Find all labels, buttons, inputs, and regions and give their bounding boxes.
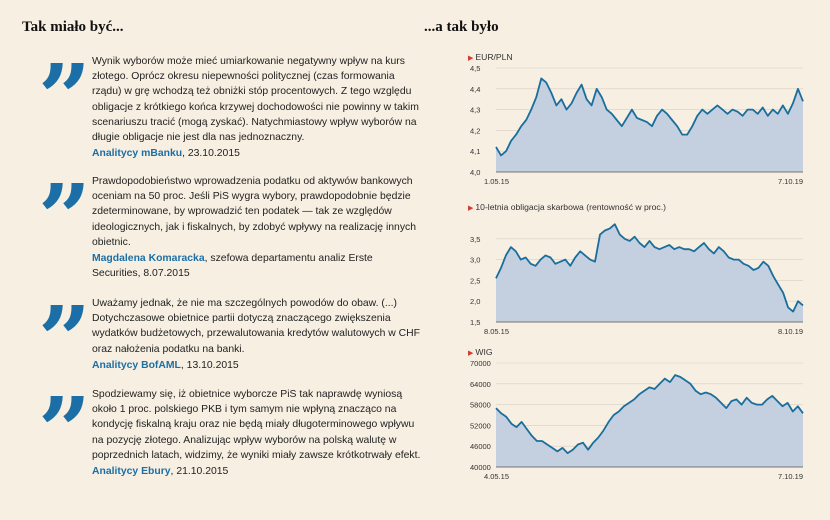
y-tick-label: 52000 <box>470 421 491 430</box>
x-tick-label-end: 7.10.19 <box>778 177 803 186</box>
chart-title: EUR/PLN <box>475 52 513 62</box>
series-line <box>495 374 804 454</box>
y-tick-label: 40000 <box>470 463 491 472</box>
y-tick-label: 4,1 <box>470 147 480 156</box>
quote-mark-icon: ” <box>38 44 91 152</box>
chart-wig: ▶ WIG 70000 64000 58000 52000 46000 40000 4.05.… <box>468 347 806 483</box>
y-tick-label: 3,5 <box>470 235 480 244</box>
quote-author-detail: , 13.10.2015 <box>180 359 239 371</box>
y-tick-label: 46000 <box>470 442 491 451</box>
marker-triangle-icon: ▶ <box>468 205 474 212</box>
y-tick-label: 2,0 <box>470 297 480 306</box>
marker-triangle-icon: ▶ <box>468 350 474 357</box>
quote-author: Analitycy BofAML <box>92 359 181 371</box>
chart-title: 10-letnia obligacja skarbowa (rentowność… <box>475 202 666 212</box>
chart-eurpln: ▶ EUR/PLN 4,5 4,4 4,3 4,2 4,1 4,0 1.05.15 7.10.1… <box>468 52 806 188</box>
chart-bond-yield: ▶ 10-letnia obligacja skarbowa (rentownoś… <box>468 202 806 338</box>
series-line <box>495 77 804 157</box>
chart-svg: 3,5 3,0 2,5 2,0 1,5 8.05.15 8.10.19 <box>470 223 804 336</box>
y-tick-label: 4,5 <box>470 64 480 73</box>
quote-author: Analitycy Ebury <box>92 466 171 478</box>
quote-text: Spodziewamy się, iż obietnice wyborcze P… <box>92 389 421 461</box>
y-tick-label: 4,4 <box>470 85 480 94</box>
quote-mark-icon: ” <box>38 164 91 272</box>
x-tick-label-start: 1.05.15 <box>484 177 509 186</box>
y-tick-label: 3,0 <box>470 256 480 265</box>
quote-mark-icon: ” <box>38 286 91 394</box>
y-tick-label: 4,2 <box>470 126 480 135</box>
quote-text: Prawdopodobieństwo wprowadzenia podatku … <box>92 176 416 248</box>
quote-author-detail: , 23.10.2015 <box>182 148 240 160</box>
series-area <box>496 224 803 322</box>
chart-svg: 4,5 4,4 4,3 4,2 4,1 4,0 1.05.15 7.10.19 <box>470 64 804 186</box>
series-line <box>495 223 804 313</box>
quote-text: Uważamy jednak, że nie ma szczególnych p… <box>92 298 421 355</box>
x-tick-label-start: 4.05.15 <box>484 472 509 481</box>
quote-text: Wynik wyborów może mieć umiarkowanie neg… <box>92 56 419 144</box>
quote-author-detail: , 21.10.2015 <box>170 466 229 478</box>
marker-triangle-icon: ▶ <box>468 55 474 62</box>
chart-title: WIG <box>475 347 493 357</box>
quote-author: Analitycy mBanku <box>92 148 183 160</box>
y-tick-label: 2,5 <box>470 276 480 285</box>
quote-author-detail: , szefowa departamentu analiz Erste Secu… <box>92 253 373 280</box>
quote-author: Magdalena Komaracka <box>92 253 205 265</box>
y-tick-label: 70000 <box>470 359 491 368</box>
heading-right: ...a tak było <box>424 19 499 35</box>
quote-mark-icon: ” <box>38 377 91 485</box>
x-tick-label-end: 7.10.19 <box>778 472 803 481</box>
y-tick-label: 1,5 <box>470 318 480 327</box>
x-tick-label-end: 8.10.19 <box>778 327 803 336</box>
y-tick-label: 58000 <box>470 401 491 410</box>
y-tick-label: 64000 <box>470 380 491 389</box>
series-area <box>496 375 803 467</box>
heading-left: Tak miało być... <box>22 19 124 35</box>
x-tick-label-start: 8.05.15 <box>484 327 509 336</box>
y-tick-label: 4,0 <box>470 168 480 177</box>
y-tick-label: 4,3 <box>470 106 480 115</box>
